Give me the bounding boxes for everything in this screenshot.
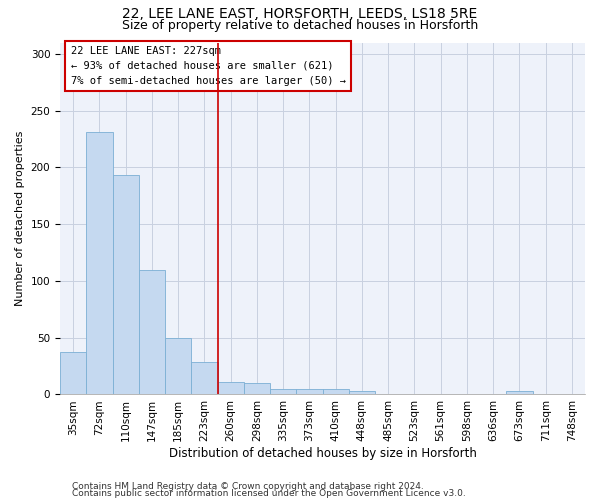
Text: Size of property relative to detached houses in Horsforth: Size of property relative to detached ho… xyxy=(122,18,478,32)
Text: Contains public sector information licensed under the Open Government Licence v3: Contains public sector information licen… xyxy=(72,489,466,498)
Bar xyxy=(244,383,270,394)
Bar xyxy=(191,362,218,394)
Y-axis label: Number of detached properties: Number of detached properties xyxy=(15,131,25,306)
Text: Contains HM Land Registry data © Crown copyright and database right 2024.: Contains HM Land Registry data © Crown c… xyxy=(72,482,424,491)
Bar xyxy=(60,352,86,395)
Bar xyxy=(86,132,113,394)
Bar xyxy=(506,391,533,394)
X-axis label: Distribution of detached houses by size in Horsforth: Distribution of detached houses by size … xyxy=(169,447,476,460)
Bar xyxy=(165,338,191,394)
Bar xyxy=(218,382,244,394)
Bar xyxy=(349,391,375,394)
Bar xyxy=(296,389,323,394)
Bar xyxy=(139,270,165,394)
Bar xyxy=(270,389,296,394)
Text: 22, LEE LANE EAST, HORSFORTH, LEEDS, LS18 5RE: 22, LEE LANE EAST, HORSFORTH, LEEDS, LS1… xyxy=(122,8,478,22)
Bar xyxy=(323,389,349,394)
Text: 22 LEE LANE EAST: 227sqm
← 93% of detached houses are smaller (621)
7% of semi-d: 22 LEE LANE EAST: 227sqm ← 93% of detach… xyxy=(71,46,346,86)
Bar xyxy=(113,176,139,394)
